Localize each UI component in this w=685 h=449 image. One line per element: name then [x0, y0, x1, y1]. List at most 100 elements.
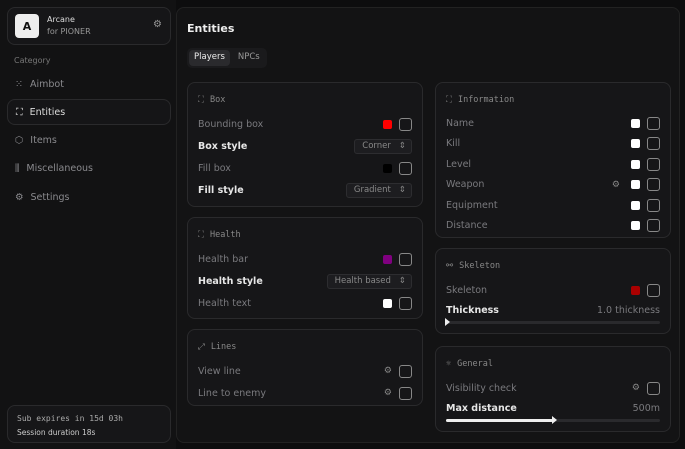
row-label: Weapon [446, 179, 485, 191]
fill-box-checkbox[interactable] [399, 161, 412, 175]
view-line-checkbox[interactable] [399, 364, 412, 378]
max-distance-slider[interactable] [446, 416, 660, 424]
checkbox[interactable] [647, 219, 660, 233]
sidebar-item-aimbot[interactable]: ⁙ Aimbot [7, 71, 171, 97]
color-swatch[interactable] [383, 163, 392, 173]
fill-style-select[interactable]: Gradient ⇕ [345, 182, 412, 198]
select-value: Gradient [353, 185, 391, 195]
skeleton-section: ⚯ Skeleton Skeleton Thickness 1.0 thicknes… [435, 248, 671, 334]
select-value: Corner [362, 141, 391, 151]
row-label: Box style [198, 140, 248, 152]
box-icon: ⛶ [198, 95, 204, 105]
row-label: Name [446, 117, 475, 129]
sidebar-item-label: Miscellaneous [26, 162, 93, 174]
health-style-select[interactable]: Health based ⇕ [326, 273, 412, 289]
sidebar-item-label: Aimbot [29, 78, 64, 90]
page-title: Entities [187, 22, 235, 35]
checkbox[interactable] [647, 198, 660, 212]
color-swatch[interactable] [631, 118, 640, 128]
thickness-slider[interactable] [445, 318, 660, 326]
row-label: Health text [198, 297, 251, 309]
tab-players[interactable]: Players [189, 50, 230, 66]
color-swatch[interactable] [631, 139, 640, 149]
row-label: Fill box [198, 162, 231, 174]
line-icon: ⤢ [198, 342, 205, 352]
tab-npcs[interactable]: NPCs [237, 52, 260, 62]
slider-fill [446, 419, 553, 422]
color-swatch[interactable] [631, 221, 640, 231]
health-text-checkbox[interactable] [399, 296, 412, 310]
view-line-row: View line ⚙ [198, 360, 412, 382]
checkbox[interactable] [647, 116, 660, 130]
bounding-box-checkbox[interactable] [399, 117, 412, 131]
fill-style-row: Fill style Gradient ⇕ [198, 179, 412, 201]
section-title: Box [209, 95, 226, 105]
row-label: Level [446, 158, 472, 170]
line-to-enemy-row: Line to enemy ⚙ [198, 382, 412, 404]
info-row-weapon: Weapon ⚙ [446, 175, 660, 196]
gear-icon[interactable]: ⚙ [611, 179, 620, 190]
row-label: Max distance [446, 402, 517, 414]
checkbox[interactable] [647, 137, 660, 151]
chevron-updown-icon: ⇕ [398, 141, 406, 151]
sidebar-item-entities[interactable]: ⛶ Entities [7, 99, 171, 125]
slider-handle[interactable] [445, 318, 450, 326]
gear-icon[interactable]: ⚙ [631, 383, 640, 393]
box-style-select[interactable]: Corner ⇕ [354, 138, 412, 154]
subscription-expiry: Sub expires in 15d 03h [17, 414, 123, 423]
color-swatch[interactable] [631, 159, 640, 169]
health-section: ⛶ Health Health bar Health style Health ba… [187, 217, 423, 319]
scan-icon: ⛶ [198, 230, 204, 240]
tab-bar: Players NPCs [187, 48, 267, 68]
box-section: ⛶ Box Bounding box Box style Corner ⇕ Fill … [187, 82, 423, 207]
sidebar: A Arcane for PIONER ⚙ Category ⁙ Aimbot ⛶… [0, 0, 176, 449]
select-value: Health based [334, 276, 391, 286]
max-distance-row: Max distance 500m [446, 399, 660, 417]
box-style-row: Box style Corner ⇕ [198, 135, 412, 157]
sidebar-item-label: Items [30, 134, 57, 146]
gear-icon[interactable]: ⚙ [153, 19, 162, 30]
color-swatch[interactable] [383, 119, 392, 129]
information-section: ⛶ Information Name Kill Level Weapon ⚙ Equ… [435, 82, 671, 238]
color-swatch[interactable] [631, 200, 640, 210]
row-label: Bounding box [198, 118, 264, 130]
checkbox[interactable] [647, 178, 660, 192]
bounding-box-row: Bounding box [198, 113, 412, 135]
skeleton-checkbox[interactable] [647, 283, 660, 297]
app-subtitle: for PIONER [47, 27, 91, 36]
visibility-check-row: Visibility check ⚙ [446, 377, 660, 399]
sun-icon: ☼ [446, 359, 452, 369]
gear-icon[interactable]: ⚙ [383, 388, 392, 398]
sidebar-item-settings[interactable]: ⚙ Settings [7, 184, 171, 210]
app-logo: A [15, 14, 39, 38]
sidebar-item-items[interactable]: ⬡ Items [7, 127, 171, 153]
section-title: Skeleton [459, 261, 501, 271]
chevron-updown-icon: ⇕ [398, 185, 406, 195]
color-swatch[interactable] [383, 254, 392, 264]
info-row-level: Level [446, 154, 660, 175]
info-row-name: Name [446, 113, 660, 134]
section-title: Lines [210, 342, 237, 352]
app-name: Arcane [47, 15, 75, 24]
info-row-equipment: Equipment [446, 195, 660, 216]
visibility-checkbox[interactable] [647, 381, 660, 395]
subscription-card: Sub expires in 15d 03h Session duration … [7, 405, 171, 443]
info-row-distance: Distance [446, 216, 660, 237]
scan-face-icon: ⛶ [16, 106, 23, 118]
gear-icon[interactable]: ⚙ [383, 366, 392, 376]
sliders-icon: ⫼ [15, 162, 20, 174]
health-bar-row: Health bar [198, 248, 412, 270]
slider-handle[interactable] [552, 416, 557, 424]
color-swatch[interactable] [383, 298, 392, 308]
row-label: Line to enemy [198, 387, 266, 399]
checkbox[interactable] [647, 157, 660, 171]
row-label: Thickness [446, 304, 499, 316]
row-label: Health bar [198, 253, 248, 265]
color-swatch[interactable] [631, 285, 640, 295]
bone-icon: ⚯ [446, 261, 454, 271]
health-bar-checkbox[interactable] [399, 252, 412, 266]
line-to-enemy-checkbox[interactable] [399, 386, 412, 400]
thickness-row: Thickness 1.0 thickness [446, 301, 660, 319]
color-swatch[interactable] [631, 180, 640, 190]
sidebar-item-miscellaneous[interactable]: ⫼ Miscellaneous [7, 155, 171, 181]
